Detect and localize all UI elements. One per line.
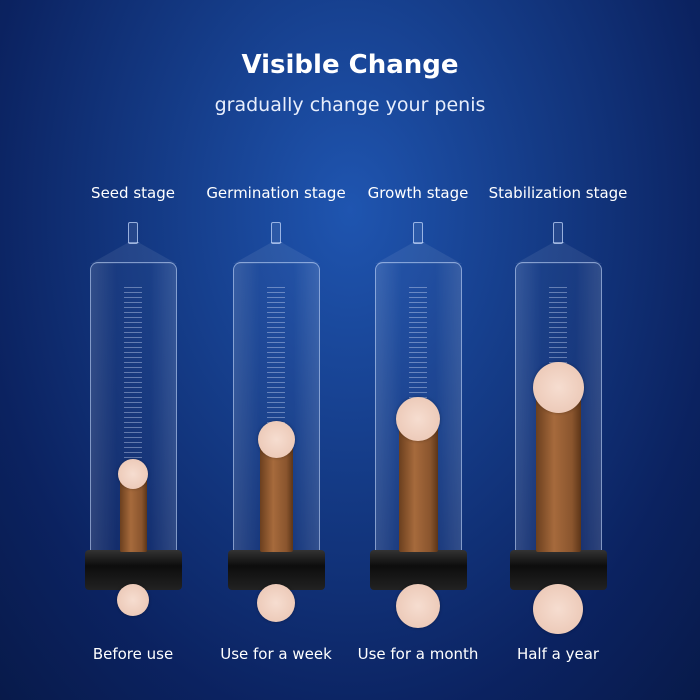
stage-label: Germination stage [206,184,346,202]
stage-caption: Use for a week [220,645,332,663]
measurement-scale [124,287,142,477]
pump-illustration [228,222,325,622]
censor-circle [257,584,295,622]
nozzle [271,222,281,244]
nozzle [413,222,423,244]
tube-cap [233,242,320,264]
censor-circle [118,459,148,489]
censor-circle [396,397,440,441]
stage-caption: Before use [92,645,174,663]
page-title: Visible Change [241,50,459,80]
page-subtitle: gradually change your penis [214,94,486,116]
base-seal [228,550,325,590]
tube-cap [375,242,462,264]
nozzle [128,222,138,244]
pump-illustration [370,222,467,628]
censor-circle [532,361,584,413]
stage-label: Seed stage [91,184,175,202]
stage-label: Growth stage [367,184,469,202]
censor-circle [117,584,149,616]
pump-illustration [85,222,182,616]
base-seal [510,550,607,590]
tube-cap [90,242,177,264]
censor-circle [257,420,295,458]
stage-caption: Use for a month [357,645,479,663]
stage-label: Stabilization stage [488,184,628,202]
nozzle [553,222,563,244]
base-seal [370,550,467,590]
tube-cap [515,242,602,264]
censor-circle [533,584,583,634]
base-seal [85,550,182,590]
pump-illustration [510,222,607,634]
stage-caption: Half a year [516,645,600,663]
censor-circle [396,584,440,628]
